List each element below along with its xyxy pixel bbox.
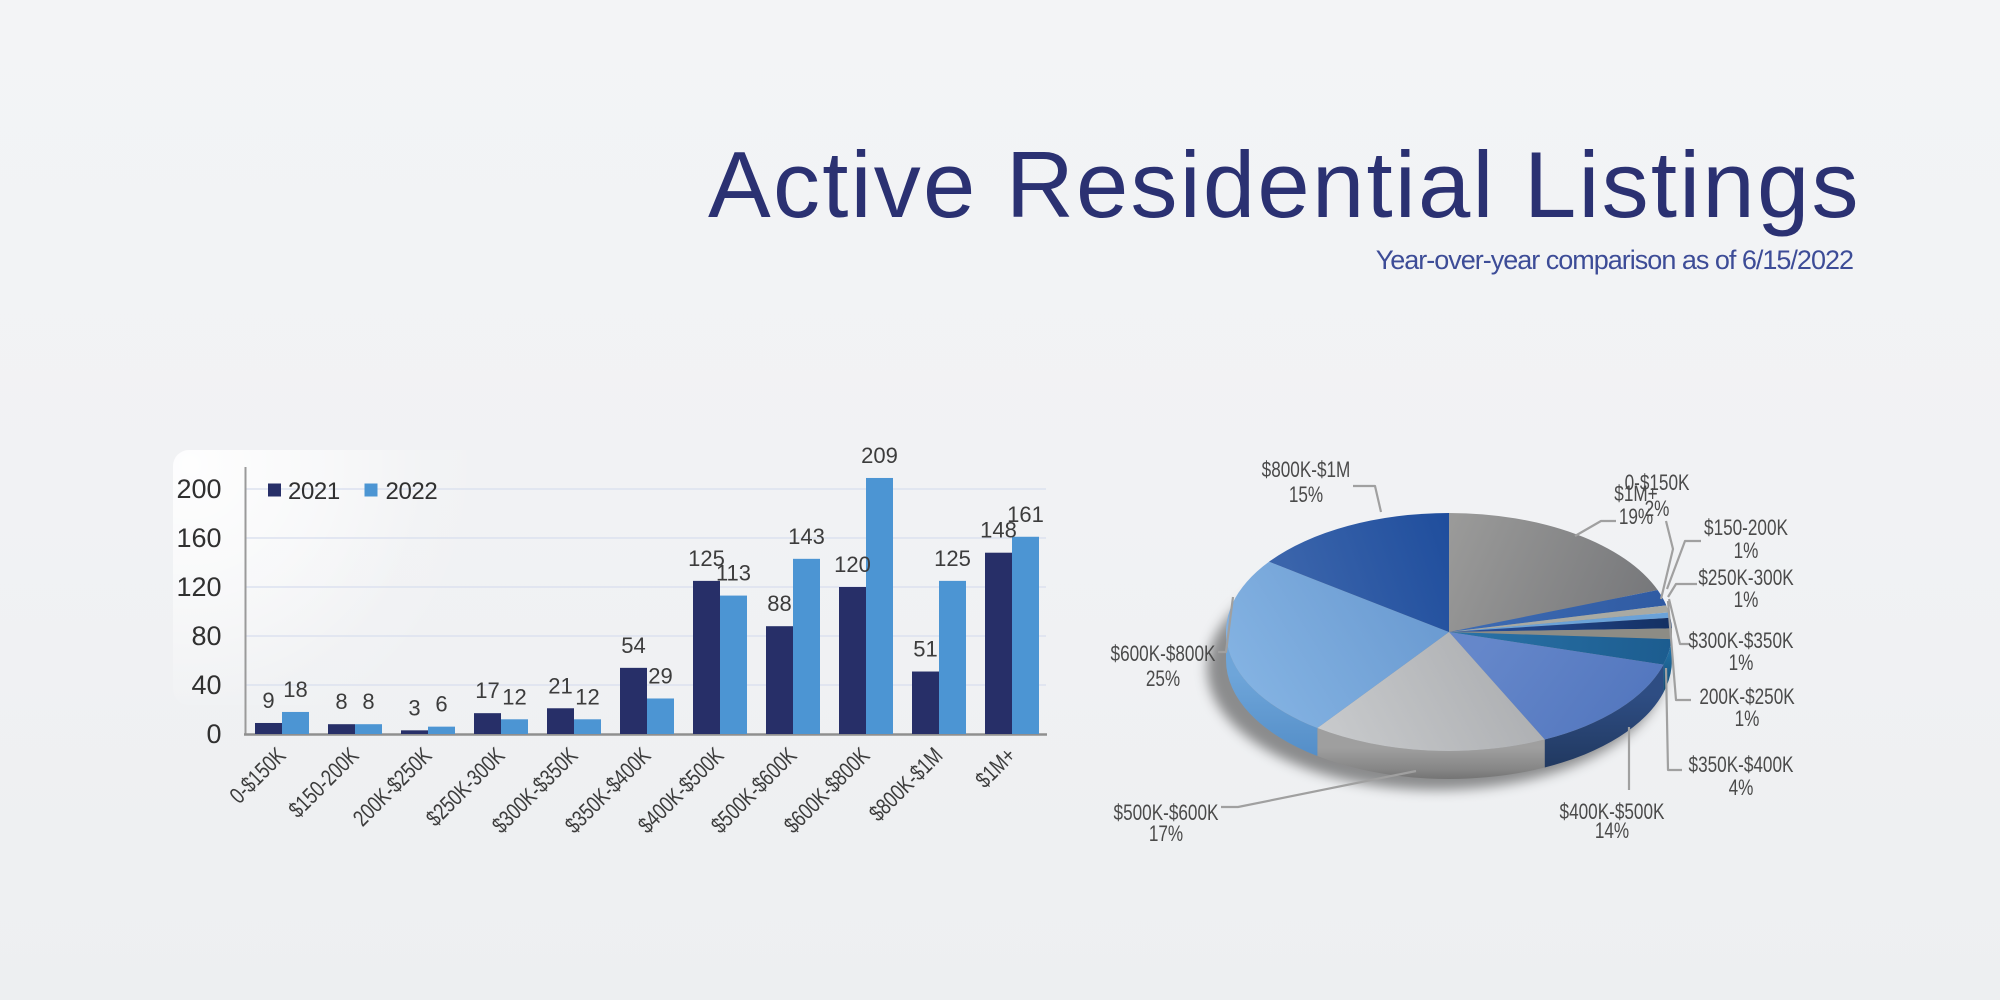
svg-text:143: 143 [788, 524, 825, 549]
svg-text:9: 9 [262, 688, 274, 713]
svg-text:21: 21 [548, 673, 572, 698]
svg-text:$250K-300K: $250K-300K [1698, 566, 1793, 591]
svg-text:14%: 14% [1595, 819, 1629, 844]
svg-text:1%: 1% [1734, 588, 1759, 613]
svg-text:40: 40 [191, 670, 221, 700]
svg-text:29: 29 [648, 663, 672, 688]
svg-text:17: 17 [475, 678, 499, 703]
svg-text:8: 8 [335, 689, 347, 714]
svg-text:0: 0 [206, 719, 221, 749]
svg-text:161: 161 [1007, 502, 1044, 527]
svg-text:$300K-$350K: $300K-$350K [1689, 629, 1794, 654]
svg-text:6: 6 [435, 692, 447, 717]
svg-text:148: 148 [980, 518, 1017, 543]
svg-text:54: 54 [621, 633, 645, 658]
svg-text:2%: 2% [1645, 497, 1670, 522]
svg-text:113: 113 [716, 561, 751, 586]
svg-text:209: 209 [861, 443, 898, 468]
svg-text:200: 200 [176, 474, 221, 504]
svg-text:17%: 17% [1149, 822, 1183, 847]
svg-text:1%: 1% [1729, 651, 1754, 676]
svg-text:$800K-$1M: $800K-$1M [1262, 458, 1351, 483]
svg-text:19%: 19% [1619, 505, 1653, 530]
svg-text:Year-over-year comparison as o: Year-over-year comparison as of 6/15/202… [1376, 245, 1853, 275]
svg-text:8: 8 [362, 689, 374, 714]
svg-text:2022: 2022 [386, 478, 438, 505]
svg-text:4%: 4% [1729, 776, 1754, 801]
svg-text:$400K-$500K: $400K-$500K [1560, 800, 1665, 825]
svg-text:18: 18 [283, 677, 307, 702]
svg-text:15%: 15% [1289, 483, 1323, 508]
svg-text:88: 88 [767, 591, 791, 616]
svg-text:200K-$250K: 200K-$250K [1699, 685, 1794, 710]
svg-text:51: 51 [913, 637, 937, 662]
svg-text:12: 12 [502, 684, 526, 709]
svg-text:125: 125 [688, 546, 725, 571]
svg-text:$150-200K: $150-200K [1704, 516, 1788, 541]
svg-text:1%: 1% [1734, 539, 1759, 564]
svg-text:$600K-$800K: $600K-$800K [1111, 642, 1216, 667]
svg-text:120: 120 [834, 552, 871, 577]
svg-text:12: 12 [575, 684, 599, 709]
svg-text:Active Residential Listings: Active Residential Listings [708, 132, 1861, 237]
svg-text:120: 120 [176, 572, 221, 602]
svg-text:3: 3 [408, 695, 420, 720]
svg-text:$500K-$600K: $500K-$600K [1114, 801, 1219, 826]
svg-text:25%: 25% [1146, 667, 1180, 692]
svg-text:2021: 2021 [288, 478, 340, 505]
svg-text:125: 125 [934, 546, 971, 571]
svg-text:$350K-$400K: $350K-$400K [1689, 753, 1794, 778]
svg-text:160: 160 [176, 523, 221, 553]
svg-text:80: 80 [191, 621, 221, 651]
svg-text:1%: 1% [1735, 707, 1760, 732]
svg-text:$1M+: $1M+ [1614, 482, 1657, 507]
svg-text:0-$150K: 0-$150K [1625, 471, 1690, 496]
